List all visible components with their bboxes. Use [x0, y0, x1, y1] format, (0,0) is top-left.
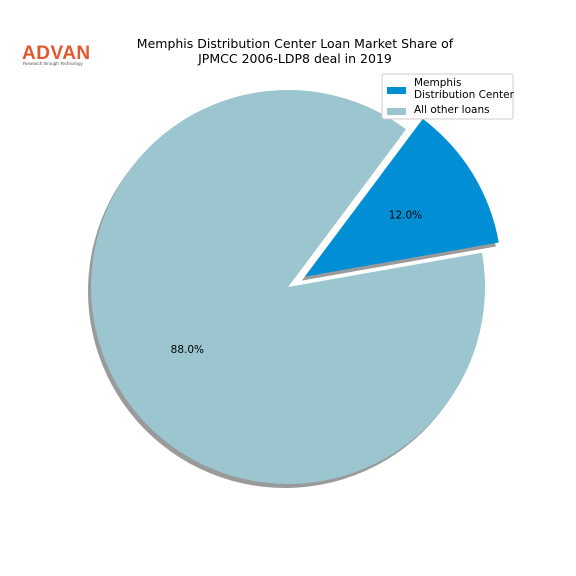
slice-label: 12.0% — [389, 210, 422, 222]
logo-tagline: Research through Technology — [23, 61, 83, 66]
legend-swatch — [387, 87, 406, 94]
slice-label: 88.0% — [171, 344, 204, 356]
legend-box — [381, 73, 514, 120]
legend-swatch — [387, 108, 406, 115]
pie-slice — [91, 90, 486, 485]
legend-label: All other loans — [414, 104, 490, 116]
pie-slice — [304, 118, 499, 277]
legend-label: Memphis Distribution Center — [414, 77, 515, 101]
logo-name: ADVAN — [22, 43, 91, 64]
chart-title: Memphis Distribution Center Loan Market … — [137, 36, 454, 66]
